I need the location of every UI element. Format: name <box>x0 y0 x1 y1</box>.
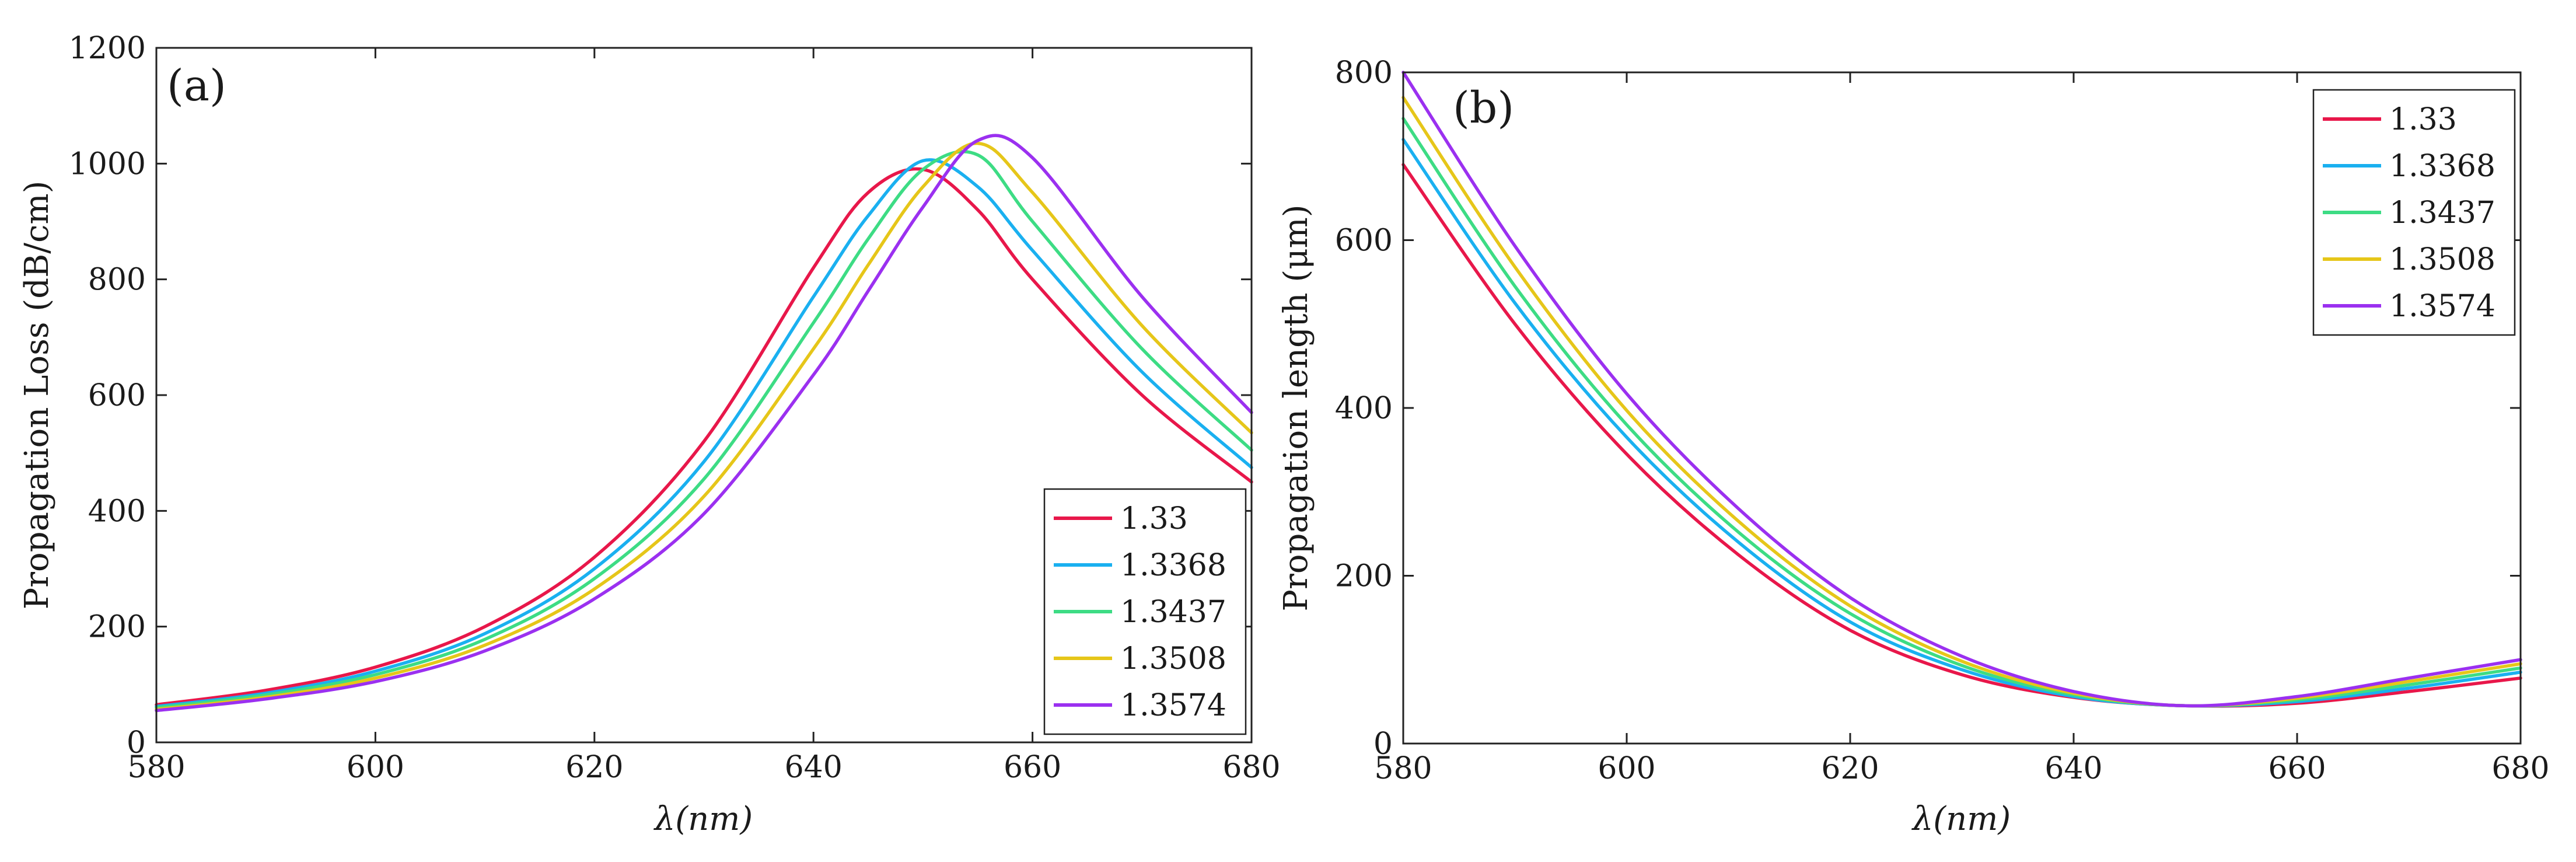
series-line-1-3368 <box>155 158 1253 709</box>
series-line-1-33 <box>1401 163 2522 708</box>
x-tick-label: 620 <box>565 750 623 785</box>
legend-label: 1.3368 <box>1120 548 1226 583</box>
y-tick-label: 1200 <box>69 31 146 66</box>
y-tick-label: 400 <box>88 494 146 529</box>
y-tick-label: 800 <box>88 263 146 298</box>
x-tick-label: 660 <box>1004 750 1061 785</box>
series-line-1-3508 <box>1401 96 2522 708</box>
legend: 1.33 1.3368 1.3437 1.3508 1.3574 <box>1043 488 1247 735</box>
legend-label: 1.3574 <box>1120 688 1226 723</box>
series-line-1-3368 <box>1401 138 2522 708</box>
x-axis-label: λ(nm) <box>1911 800 2011 838</box>
legend-label: 1.33 <box>2389 102 2457 137</box>
legend-label: 1.3574 <box>2389 289 2495 324</box>
y-tick-label: 1000 <box>69 146 146 182</box>
y-axis-label: Propagation Loss (dB/cm) <box>18 181 56 610</box>
y-tick-label: 600 <box>88 378 146 413</box>
legend-label: 1.3508 <box>2389 242 2495 277</box>
legend-label: 1.33 <box>1120 501 1188 536</box>
chart-b: 580 600 620 640 660 680 0 200 400 600 800 (b) λ(nm… <box>1277 55 2550 838</box>
series-line-1-3574 <box>1401 71 2522 708</box>
y-axis-label: Propagation length (μm) <box>1277 204 1315 611</box>
legend-label: 1.3508 <box>1120 641 1226 676</box>
series-line-1-33 <box>155 167 1253 707</box>
legend: 1.33 1.3368 1.3437 1.3508 1.3574 <box>2312 89 2516 336</box>
x-tick-label: 640 <box>2044 751 2102 786</box>
y-tick-label: 800 <box>1335 55 1393 90</box>
series-line-1-3574 <box>155 134 1253 713</box>
y-tick-label: 0 <box>127 725 146 760</box>
y-tick-label: 200 <box>1335 559 1393 594</box>
panel-label: (a) <box>167 61 226 111</box>
x-tick-label: 620 <box>1821 751 1879 786</box>
x-tick-label: 600 <box>1598 751 1655 786</box>
x-tick-label: 680 <box>1222 750 1280 785</box>
series-line-1-3437 <box>1401 117 2522 708</box>
y-tick-label: 200 <box>88 610 146 645</box>
x-tick-label: 660 <box>2268 751 2326 786</box>
series-line-1-3508 <box>155 141 1253 711</box>
x-tick-label: 640 <box>785 750 843 785</box>
y-tick-label: 600 <box>1335 224 1393 259</box>
x-tick-label: 580 <box>1374 751 1432 786</box>
legend-label: 1.3437 <box>2389 196 2495 231</box>
panel-label: (b) <box>1453 83 1514 133</box>
chart-a: 580 600 620 640 660 680020040060080010001200 … <box>18 31 1281 838</box>
x-tick-label: 600 <box>347 750 404 785</box>
x-axis-label: λ(nm) <box>653 800 753 838</box>
y-tick-label: 0 <box>1373 727 1393 762</box>
y-tick-label: 400 <box>1335 391 1393 426</box>
legend-label: 1.3437 <box>1120 595 1226 630</box>
legend-label: 1.3368 <box>2389 149 2495 184</box>
series-line-1-3437 <box>155 149 1253 710</box>
x-tick-label: 680 <box>2491 751 2549 786</box>
x-tick-label: 580 <box>127 750 185 785</box>
